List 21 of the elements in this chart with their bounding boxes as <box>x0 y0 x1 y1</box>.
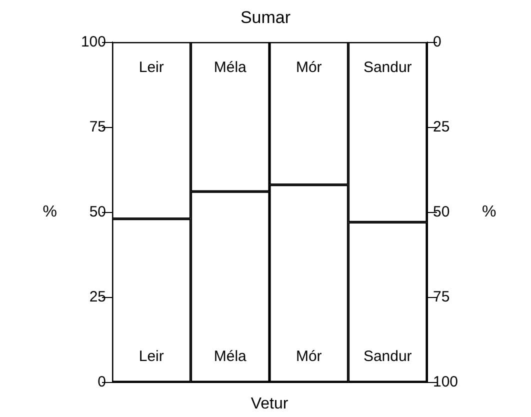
category-label: Sandur <box>363 59 412 76</box>
y-axis-title: % <box>42 204 57 220</box>
y2-tick-label: 50 <box>433 204 450 220</box>
x-axis-title: Vetur <box>250 396 289 412</box>
x-tick-label: Mór <box>296 348 322 365</box>
y2-tick-label: 25 <box>433 118 450 136</box>
y-tick-label: 75 <box>89 118 106 136</box>
y-tick-label: 100 <box>80 34 106 50</box>
y-tick-label: 0 <box>98 374 106 390</box>
x-tick-label: Sandur <box>363 348 412 365</box>
y2-axis-title: % <box>482 204 496 220</box>
y-tick-label: 25 <box>89 288 106 306</box>
category-label: Leir <box>138 59 164 76</box>
category-label: Mór <box>296 59 322 76</box>
x-tick-label: Méla <box>214 348 248 365</box>
category-label: Méla <box>214 59 246 76</box>
y2-tick-label: 75 <box>433 288 450 306</box>
x-tick-label: Leir <box>138 348 164 365</box>
y-tick-label: 50 <box>89 204 106 220</box>
chart-title: Sumar <box>240 8 291 27</box>
y2-tick-label: 100 <box>433 374 458 390</box>
